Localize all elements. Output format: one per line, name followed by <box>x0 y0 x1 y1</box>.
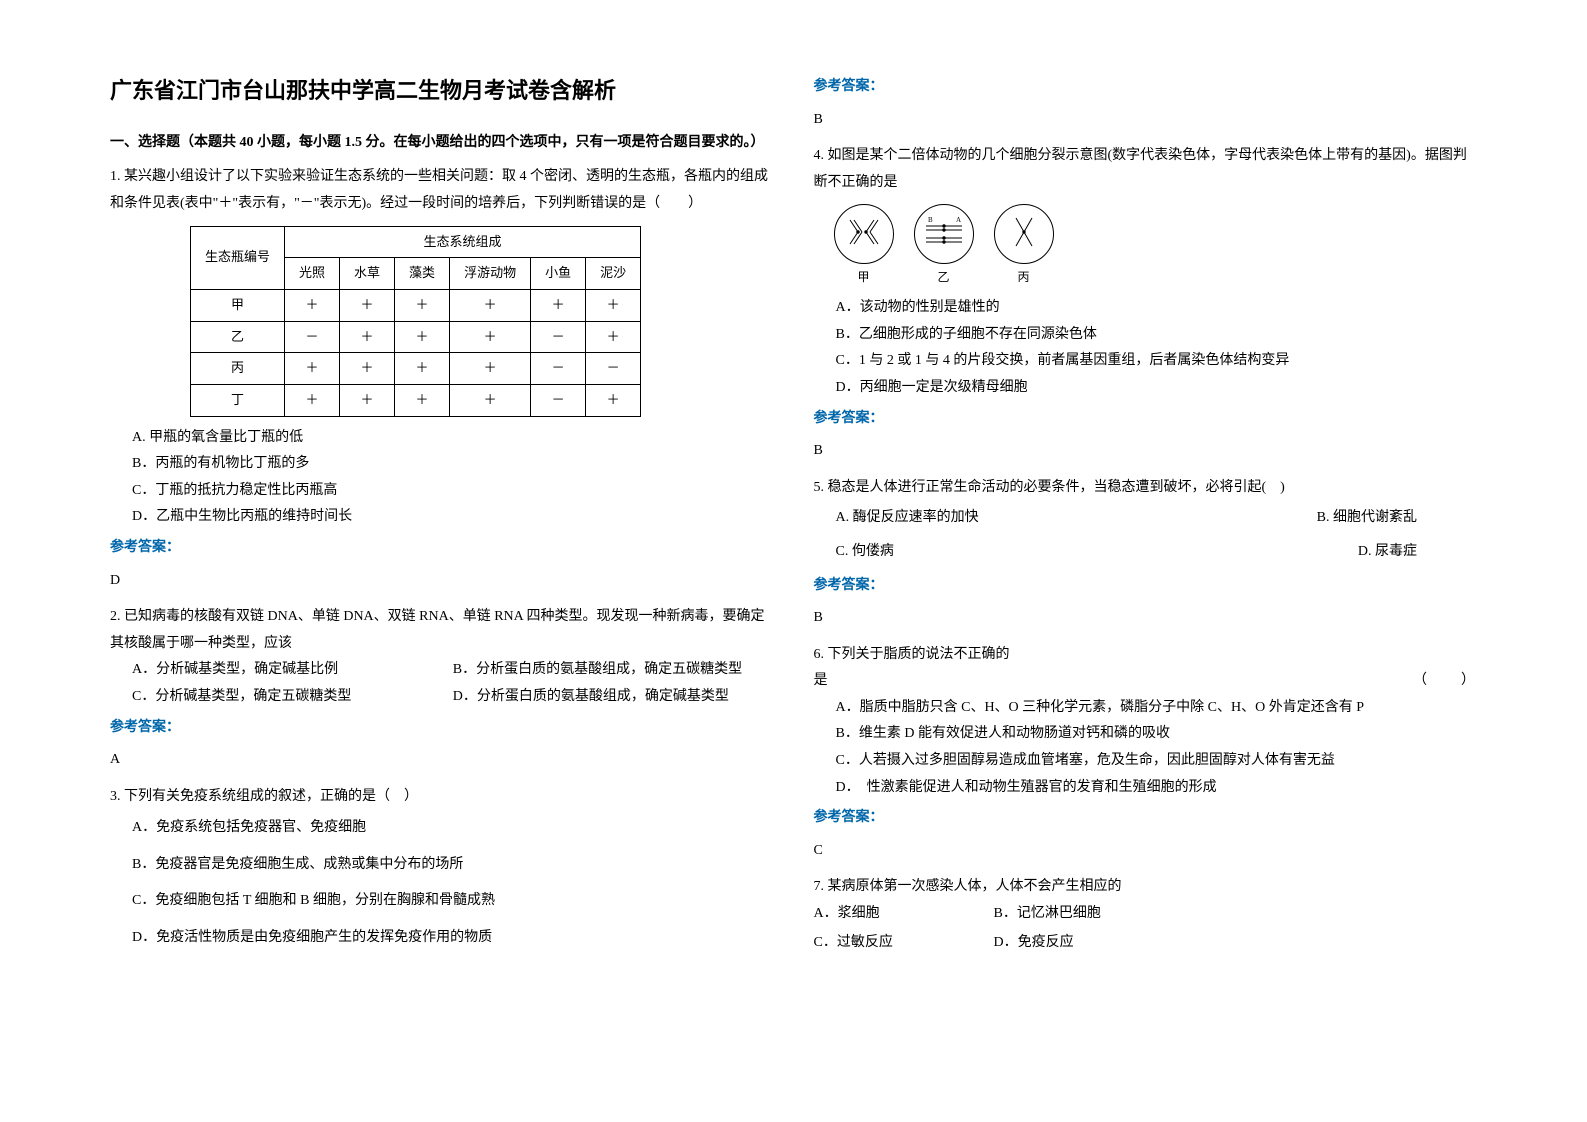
option-c: C．人若摄入过多胆固醇易造成血管堵塞，危及生命，因此胆固醇对人体有害无益 <box>836 748 1478 775</box>
option-b: B．分析蛋白质的氨基酸组成，确定五碳糖类型 <box>453 657 774 684</box>
option-b: B．乙细胞形成的子细胞不存在同源染色体 <box>836 322 1478 349</box>
svg-text:A: A <box>956 216 961 224</box>
page-title: 广东省江门市台山那扶中学高二生物月考试卷含解析 <box>110 70 774 112</box>
option-c: C．丁瓶的抵抗力稳定性比丙瓶高 <box>132 478 774 505</box>
option-a: A．该动物的性别是雄性的 <box>836 295 1478 322</box>
q4-stem: 4. 如图是某个二倍体动物的几个细胞分裂示意图(数字代表染色体，字母代表染色体上… <box>814 143 1478 196</box>
q6-answer: C <box>814 838 1478 865</box>
q7-stem: 7. 某病原体第一次感染人体，人体不会产生相应的 <box>814 874 1478 901</box>
q1-answer: D <box>110 568 774 595</box>
cell-label: 甲 <box>834 266 894 289</box>
table-row: 丙 ＋＋＋＋－－ <box>191 353 641 385</box>
q6-stem-b: 是 <box>814 668 828 695</box>
option-b: B．维生素 D 能有效促进人和动物肠道对钙和磷的吸收 <box>836 721 1478 748</box>
answer-label: 参考答案： <box>110 715 774 742</box>
option-a: A．脂质中脂肪只含 C、H、O 三种化学元素，磷脂分子中除 C、H、O 外肯定还… <box>836 695 1478 722</box>
option-d: D．丙细胞一定是次级精母细胞 <box>836 375 1478 402</box>
answer-label: 参考答案： <box>110 535 774 562</box>
answer-label: 参考答案： <box>814 805 1478 832</box>
svg-text:B: B <box>928 216 933 224</box>
q4-diagram: 甲 B A 乙 <box>834 204 1478 289</box>
option-a: A．浆细胞 <box>814 901 994 928</box>
table-header-col: 生态瓶编号 <box>191 226 285 289</box>
section-header: 一、选择题（本题共 40 小题，每小题 1.5 分。在每小题给出的四个选项中，只… <box>110 130 774 157</box>
table-header-group: 生态系统组成 <box>285 226 641 258</box>
q5-answer: B <box>814 605 1478 632</box>
question-6: 6. 下列关于脂质的说法不正确的 是 （ ） A．脂质中脂肪只含 C、H、O 三… <box>814 642 1478 865</box>
option-b: B．记忆淋巴细胞 <box>994 901 1174 928</box>
q4-options: A．该动物的性别是雄性的 B．乙细胞形成的子细胞不存在同源染色体 C．1 与 2… <box>836 295 1478 401</box>
option-a: A. 甲瓶的氧含量比丁瓶的低 <box>132 425 774 452</box>
question-2: 2. 已知病毒的核酸有双链 DNA、单链 DNA、双链 RNA、单链 RNA 四… <box>110 604 774 774</box>
option-c: C．1 与 2 或 1 与 4 的片段交换，前者属基因重组，后者属染色体结构变异 <box>836 348 1478 375</box>
option-c: C．过敏反应 <box>814 930 994 957</box>
option-c: C．分析碱基类型，确定五碳糖类型 <box>132 684 453 711</box>
q6-options: A．脂质中脂肪只含 C、H、O 三种化学元素，磷脂分子中除 C、H、O 外肯定还… <box>836 695 1478 801</box>
q2-options: A．分析碱基类型，确定碱基比例 B．分析蛋白质的氨基酸组成，确定五碳糖类型 C．… <box>132 657 774 710</box>
q1-options: A. 甲瓶的氧含量比丁瓶的低 B．丙瓶的有机物比丁瓶的多 C．丁瓶的抵抗力稳定性… <box>132 425 774 531</box>
table-row: 丁 ＋＋＋＋－＋ <box>191 385 641 417</box>
q6-stem-a: 6. 下列关于脂质的说法不正确的 <box>814 642 1478 669</box>
table-row: 甲 ＋＋＋＋＋＋ <box>191 289 641 321</box>
q3-stem: 3. 下列有关免疫系统组成的叙述，正确的是（ ） <box>110 784 774 811</box>
question-4: 4. 如图是某个二倍体动物的几个细胞分裂示意图(数字代表染色体，字母代表染色体上… <box>814 143 1478 465</box>
option-d: D．分析蛋白质的氨基酸组成，确定碱基类型 <box>453 684 774 711</box>
question-3: 3. 下列有关免疫系统组成的叙述，正确的是（ ） A．免疫系统包括免疫器官、免疫… <box>110 784 774 956</box>
q1-stem: 1. 某兴趣小组设计了以下实验来验证生态系统的一些相关问题：取 4 个密闭、透明… <box>110 164 774 217</box>
question-5: 5. 稳态是人体进行正常生命活动的必要条件，当稳态遭到破坏，必将引起( ) A.… <box>814 475 1478 632</box>
option-c: C．免疫细胞包括 T 细胞和 B 细胞，分别在胸腺和骨髓成熟 <box>132 883 774 919</box>
q2-stem: 2. 已知病毒的核酸有双链 DNA、单链 DNA、双链 RNA、单链 RNA 四… <box>110 604 774 657</box>
q3-options: A．免疫系统包括免疫器官、免疫细胞 B．免疫器官是免疫细胞生成、成熟或集中分布的… <box>132 810 774 956</box>
left-column: 广东省江门市台山那扶中学高二生物月考试卷含解析 一、选择题（本题共 40 小题，… <box>90 70 794 1052</box>
option-d: D． 性激素能促进人和动物生殖器官的发育和生殖细胞的形成 <box>836 775 1478 802</box>
cell-jia: 甲 <box>834 204 894 289</box>
option-d: D．免疫反应 <box>994 930 1174 957</box>
answer-label: 参考答案： <box>814 406 1478 433</box>
option-a: A．免疫系统包括免疫器官、免疫细胞 <box>132 810 774 846</box>
q6-paren: （ ） <box>1413 668 1477 695</box>
option-b: B. 细胞代谢紊乱 <box>1317 501 1417 535</box>
option-b: B．丙瓶的有机物比丁瓶的多 <box>132 451 774 478</box>
q3-answer: B <box>814 107 1478 134</box>
question-1: 1. 某兴趣小组设计了以下实验来验证生态系统的一些相关问题：取 4 个密闭、透明… <box>110 164 774 594</box>
cell-label: 丙 <box>994 266 1054 289</box>
option-d: D. 尿毒症 <box>1358 535 1417 569</box>
q1-table: 生态瓶编号 生态系统组成 光照 水草 藻类 浮游动物 小鱼 泥沙 甲 ＋＋＋＋＋… <box>190 226 641 417</box>
cell-bing: 丙 <box>994 204 1054 289</box>
q5-stem: 5. 稳态是人体进行正常生命活动的必要条件，当稳态遭到破坏，必将引起( ) <box>814 475 1478 502</box>
answer-label: 参考答案： <box>814 74 1478 101</box>
cell-label: 乙 <box>914 266 974 289</box>
q2-answer: A <box>110 747 774 774</box>
cell-yi: B A 乙 <box>914 204 974 289</box>
table-row: 乙 －＋＋＋－＋ <box>191 321 641 353</box>
question-7: 7. 某病原体第一次感染人体，人体不会产生相应的 A．浆细胞 B．记忆淋巴细胞 … <box>814 874 1478 956</box>
answer-label: 参考答案： <box>814 573 1478 600</box>
q4-answer: B <box>814 438 1478 465</box>
option-c: C. 佝偻病 <box>836 535 894 569</box>
right-column: 参考答案： B 4. 如图是某个二倍体动物的几个细胞分裂示意图(数字代表染色体，… <box>794 70 1498 1052</box>
option-a: A. 酶促反应速率的加快 <box>836 501 979 535</box>
option-b: B．免疫器官是免疫细胞生成、成熟或集中分布的场所 <box>132 847 774 883</box>
q7-options: A．浆细胞 B．记忆淋巴细胞 C．过敏反应 D．免疫反应 <box>814 901 1478 956</box>
q5-options: A. 酶促反应速率的加快 B. 细胞代谢紊乱 C. 佝偻病 D. 尿毒症 <box>836 501 1478 568</box>
option-a: A．分析碱基类型，确定碱基比例 <box>132 657 453 684</box>
option-d: D．乙瓶中生物比丙瓶的维持时间长 <box>132 504 774 531</box>
option-d: D．免疫活性物质是由免疫细胞产生的发挥免疫作用的物质 <box>132 920 774 956</box>
